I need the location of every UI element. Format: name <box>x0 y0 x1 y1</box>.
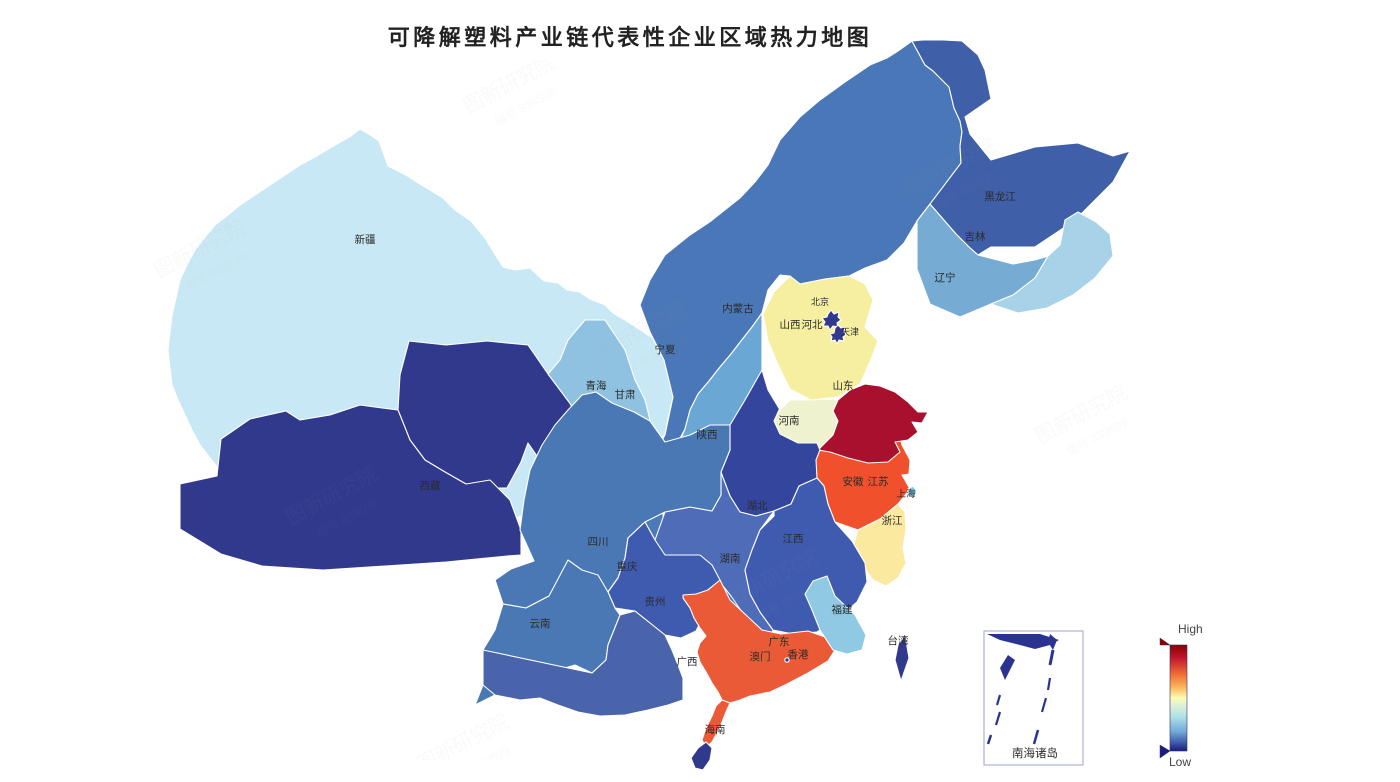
svg-text:西藏: 西藏 <box>420 480 441 492</box>
svg-text:吉林: 吉林 <box>965 230 986 243</box>
svg-text:台湾: 台湾 <box>888 634 909 647</box>
svg-text:云南: 云南 <box>530 617 551 630</box>
svg-text:内蒙古: 内蒙古 <box>722 302 754 315</box>
svg-text:天津: 天津 <box>841 327 859 337</box>
svg-text:青海: 青海 <box>586 379 607 392</box>
svg-text:山西: 山西 <box>780 319 801 331</box>
svg-text:安徽: 安徽 <box>843 475 864 488</box>
svg-text:Low: Low <box>1169 755 1191 769</box>
svg-text:黑龙江: 黑龙江 <box>984 190 1016 203</box>
svg-text:陕西: 陕西 <box>697 428 718 441</box>
svg-text:山东: 山东 <box>833 379 854 392</box>
svg-text:海南: 海南 <box>705 723 726 736</box>
svg-text:河北: 河北 <box>802 319 823 331</box>
svg-text:香港: 香港 <box>788 649 809 661</box>
svg-text:福建: 福建 <box>832 603 853 616</box>
svg-text:江西: 江西 <box>783 533 804 545</box>
svg-text:新疆: 新疆 <box>355 233 376 246</box>
svg-text:南海诸岛: 南海诸岛 <box>1012 746 1058 760</box>
svg-text:宁夏: 宁夏 <box>655 343 676 356</box>
svg-text:重庆: 重庆 <box>617 560 638 573</box>
svg-text:甘肃: 甘肃 <box>615 388 636 401</box>
svg-text:浙江: 浙江 <box>882 515 903 527</box>
svg-text:湖南: 湖南 <box>720 552 741 565</box>
svg-text:江苏: 江苏 <box>868 475 889 488</box>
svg-text:湖北: 湖北 <box>747 500 768 512</box>
svg-text:贵州: 贵州 <box>645 595 666 608</box>
svg-text:河南: 河南 <box>779 414 800 427</box>
svg-text:High: High <box>1178 622 1203 636</box>
svg-text:上海: 上海 <box>896 488 916 500</box>
svg-text:广西: 广西 <box>677 656 698 668</box>
svg-text:四川: 四川 <box>588 536 609 548</box>
svg-text:澳门: 澳门 <box>750 650 771 663</box>
svg-text:广东: 广东 <box>769 635 790 648</box>
svg-text:辽宁: 辽宁 <box>935 271 956 284</box>
svg-text:北京: 北京 <box>811 296 829 307</box>
